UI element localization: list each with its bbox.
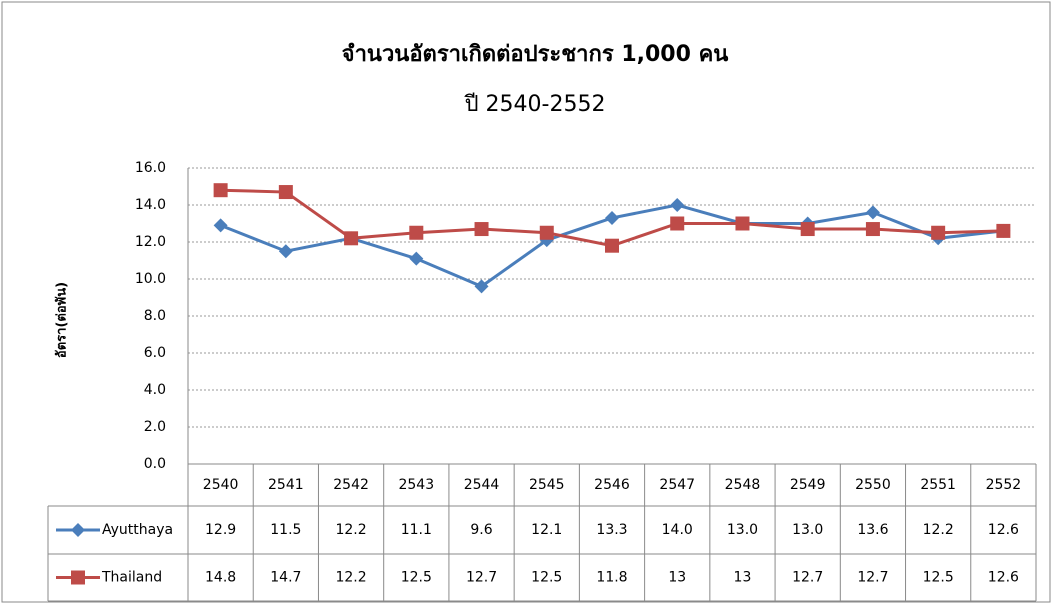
x-tick-label: 2544 bbox=[464, 477, 500, 493]
x-tick-label: 2542 bbox=[333, 477, 369, 493]
y-tick-label: 0.0 bbox=[144, 456, 166, 472]
table-value: 12.7 bbox=[466, 570, 497, 586]
chart-title: จำนวนอัตราเกิดต่อประชากร 1,000 คน bbox=[342, 42, 729, 67]
x-tick-label: 2551 bbox=[920, 477, 956, 493]
point bbox=[474, 279, 489, 294]
x-tick-label: 2552 bbox=[986, 477, 1022, 493]
point bbox=[605, 238, 619, 253]
point bbox=[670, 198, 685, 212]
table-value: 12.5 bbox=[923, 570, 954, 586]
legend-label: Ayutthaya bbox=[102, 522, 173, 538]
table-value: 12.5 bbox=[401, 570, 432, 586]
x-tick-label: 2546 bbox=[594, 477, 630, 493]
point bbox=[931, 225, 946, 240]
table-value: 9.6 bbox=[470, 522, 492, 538]
x-tick-label: 2540 bbox=[203, 477, 239, 493]
x-tick-label: 2547 bbox=[659, 477, 695, 493]
y-tick-label: 2.0 bbox=[144, 419, 166, 435]
y-tick-label: 6.0 bbox=[144, 345, 166, 361]
point bbox=[213, 218, 228, 233]
table-value: 12.9 bbox=[205, 522, 236, 538]
x-tick-label: 2549 bbox=[790, 477, 826, 493]
y-tick-label: 14.0 bbox=[135, 197, 166, 213]
x-tick-label: 2548 bbox=[725, 477, 761, 493]
table-value: 13 bbox=[734, 570, 752, 586]
point bbox=[735, 216, 750, 231]
table-value: 13.3 bbox=[596, 522, 627, 538]
table-value: 12.6 bbox=[988, 522, 1019, 538]
y-tick-label: 16.0 bbox=[135, 160, 166, 176]
table-value: 12.7 bbox=[857, 570, 888, 586]
table-value: 13.6 bbox=[857, 522, 888, 538]
point bbox=[800, 222, 815, 237]
table-value: 12.2 bbox=[335, 570, 366, 586]
y-tick-label: 10.0 bbox=[135, 271, 166, 287]
point bbox=[409, 225, 424, 240]
point bbox=[474, 222, 489, 237]
point bbox=[996, 223, 1011, 238]
table-value: 12.5 bbox=[531, 570, 562, 586]
point bbox=[278, 244, 293, 259]
table-value: 13.0 bbox=[792, 522, 823, 538]
table-value: 12.2 bbox=[923, 522, 954, 538]
x-tick-label: 2545 bbox=[529, 477, 565, 493]
table-value: 14.7 bbox=[270, 570, 301, 586]
legend-marker bbox=[71, 570, 85, 585]
point bbox=[213, 183, 228, 198]
table-value: 14.8 bbox=[205, 570, 236, 586]
table-value: 11.5 bbox=[270, 522, 301, 538]
table-value: 12.2 bbox=[335, 522, 366, 538]
y-tick-label: 4.0 bbox=[144, 382, 166, 398]
x-tick-label: 2543 bbox=[398, 477, 434, 493]
legend-label: Thailand bbox=[101, 570, 162, 586]
table-value: 13.0 bbox=[727, 522, 758, 538]
table-value: 11.8 bbox=[596, 570, 627, 586]
table-value: 13 bbox=[668, 570, 686, 586]
point bbox=[539, 225, 554, 240]
point bbox=[865, 205, 880, 220]
point bbox=[344, 231, 359, 246]
y-axis-label: อัตรา(ต่อพัน) bbox=[55, 282, 70, 358]
x-tick-label: 2550 bbox=[855, 477, 891, 493]
point bbox=[409, 251, 424, 266]
table-value: 11.1 bbox=[401, 522, 432, 538]
y-tick-label: 8.0 bbox=[144, 308, 166, 324]
y-tick-label: 12.0 bbox=[135, 234, 166, 250]
point bbox=[865, 222, 880, 237]
table-value: 12.6 bbox=[988, 570, 1019, 586]
point bbox=[605, 210, 619, 225]
legend-marker bbox=[71, 523, 85, 537]
x-tick-label: 2541 bbox=[268, 477, 304, 493]
table-value: 12.1 bbox=[531, 522, 562, 538]
table-value: 14.0 bbox=[662, 522, 693, 538]
point bbox=[278, 185, 293, 200]
chart-subtitle: ปี 2540-2552 bbox=[463, 92, 605, 117]
point bbox=[670, 216, 685, 231]
table-value: 12.7 bbox=[792, 570, 823, 586]
